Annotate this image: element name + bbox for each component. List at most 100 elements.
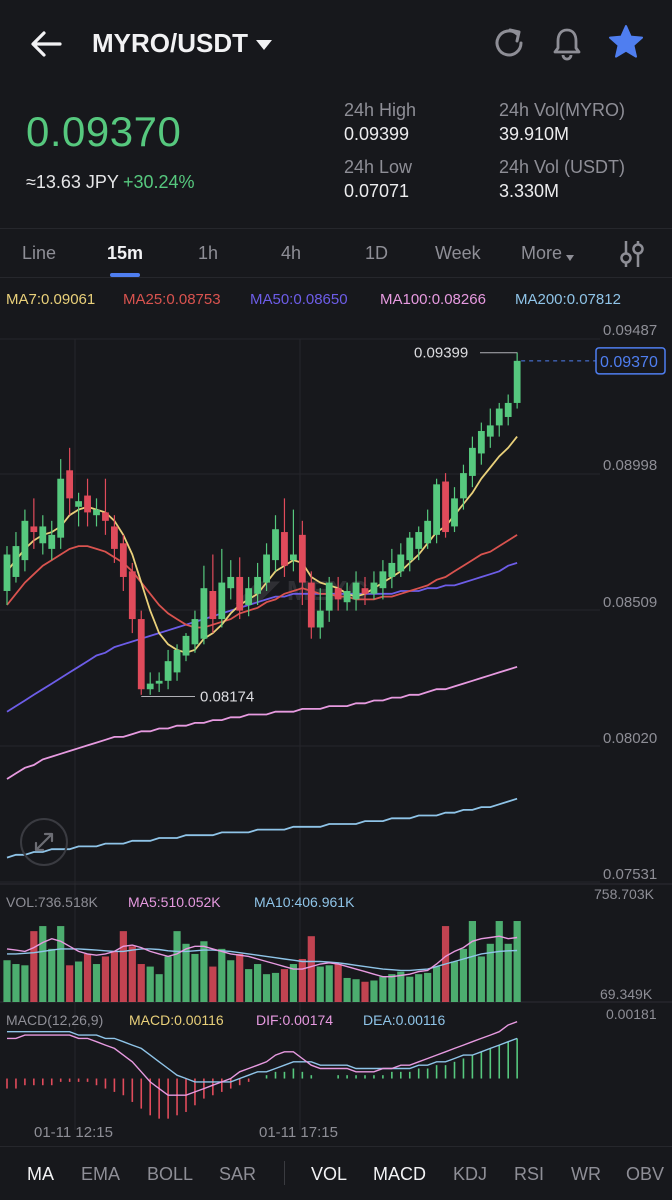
volume-bar (343, 977, 351, 1002)
indicator-tab-boll[interactable]: BOLL (147, 1164, 194, 1184)
pair-selector[interactable]: MYRO/USDT (92, 28, 272, 59)
price-axis: 0.09487 0.08998 0.08509 0.08020 0.07531 (603, 322, 657, 883)
candle-body (102, 512, 109, 521)
candle-body (424, 520, 432, 544)
indicator-tab-ema[interactable]: EMA (81, 1164, 121, 1184)
kline-chart[interactable]: ◢◤ MEXC 0.094870.089980.085090.080200.07… (0, 310, 672, 1146)
volume-bar (236, 953, 244, 1002)
tab-more[interactable]: More (521, 243, 563, 263)
volume-bar (3, 960, 11, 1002)
fiat-equivalent: ≈13.63 JPY +30.24% (26, 172, 195, 193)
tab-15m[interactable]: 15m (107, 243, 144, 263)
tab-line[interactable]: Line (22, 243, 57, 263)
volume-bar (182, 943, 190, 1002)
candle-body (128, 571, 136, 620)
volume-bar (101, 956, 110, 1002)
volume-bar (424, 972, 432, 1002)
candle-body (218, 582, 226, 620)
volume-bar (334, 964, 342, 1002)
caret-down-icon (256, 39, 272, 50)
ma7-legend: MA7:0.09061 (6, 291, 96, 308)
candle-body (84, 495, 91, 513)
price-axis-label: 0.08509 (603, 594, 657, 611)
stat-24h-vol-base-value: 39.910M (499, 124, 570, 144)
candle-body (307, 582, 315, 628)
candle-body (146, 683, 154, 690)
volume-bar (388, 974, 396, 1002)
volume-bar (289, 964, 297, 1002)
back-arrow-icon[interactable] (26, 24, 66, 64)
volume-bar (57, 926, 65, 1002)
ma200-legend: MA200:0.07812 (515, 291, 621, 308)
candle-body (343, 590, 351, 603)
candle-body (182, 635, 190, 656)
timeframe-tabs: Line 15m 1h 4h 1D Week More (0, 228, 672, 278)
pair-title: MYRO/USDT (92, 28, 248, 58)
volume-bar (155, 974, 163, 1002)
volume-bar (75, 961, 83, 1002)
moving-average-lines (6, 436, 518, 859)
volume-bar (209, 966, 217, 1002)
candle-body (21, 520, 29, 561)
time-axis: 01-11 12:15 01-11 17:15 (34, 1124, 338, 1141)
candle-body (486, 425, 494, 437)
candles (3, 352, 521, 695)
candle-body (12, 546, 20, 577)
chart-annotations: 0.09370 0.09399 0.08174 (141, 345, 666, 706)
candle-body (111, 526, 118, 549)
more-caret-icon (566, 255, 574, 261)
volume-bar (406, 976, 414, 1002)
indicator-tab-sar[interactable]: SAR (219, 1164, 257, 1184)
volume-bar (379, 976, 387, 1002)
volume-bar (280, 969, 289, 1002)
tab-1h[interactable]: 1h (198, 243, 219, 263)
price-axis-label: 0.09487 (603, 322, 657, 339)
indicator-tab-macd[interactable]: MACD (373, 1164, 426, 1184)
tab-1d[interactable]: 1D (365, 243, 389, 263)
candle-body (48, 534, 56, 549)
candle-body (272, 529, 279, 561)
volume-bar (66, 965, 74, 1002)
volume-bar (92, 964, 101, 1002)
vol-ma5-legend: MA5:510.052K (128, 894, 221, 910)
stat-24h-high-label: 24h High (344, 100, 417, 120)
volume-bar (298, 958, 306, 1002)
refresh-icon[interactable] (490, 24, 528, 62)
bell-icon[interactable] (548, 24, 586, 62)
favorite-star-icon[interactable] (606, 22, 646, 62)
time-axis-label: 01-11 17:15 (259, 1124, 338, 1141)
candle-body (513, 360, 521, 403)
volume-bar (459, 948, 468, 1002)
candle-body (316, 610, 324, 628)
price-axis-label: 0.08998 (603, 457, 657, 474)
indicator-settings-icon[interactable] (616, 238, 648, 270)
last-price-tag: 0.09370 (600, 354, 658, 371)
volume-bar (164, 956, 172, 1002)
dif-line (7, 1021, 518, 1096)
tab-week[interactable]: Week (435, 243, 481, 263)
indicator-tab-kdj[interactable]: KDJ (453, 1164, 488, 1184)
stat-24h-high-value: 0.09399 (344, 124, 410, 144)
expand-chart-button[interactable] (20, 818, 68, 866)
indicator-tab-wr[interactable]: WR (571, 1164, 601, 1184)
volume-bar (21, 965, 29, 1002)
candle-body (137, 619, 145, 690)
candle-body (191, 619, 199, 645)
volume-bar (30, 931, 38, 1002)
indicator-tab-obv[interactable]: OBV (626, 1164, 665, 1184)
indicator-tab-vol[interactable]: VOL (311, 1164, 348, 1184)
volume-bar (513, 921, 521, 1002)
volume-bar (397, 971, 405, 1002)
stat-24h-vol-quote-label: 24h Vol (USDT) (499, 157, 626, 177)
indicator-tab-rsi[interactable]: RSI (514, 1164, 545, 1184)
indicator-tab-ma[interactable]: MA (27, 1164, 54, 1184)
candle-body (155, 680, 163, 684)
candle-body (451, 498, 458, 527)
volume-ma5-line (6, 935, 518, 978)
tab-4h[interactable]: 4h (281, 243, 302, 263)
fiat-value: ≈13.63 JPY (26, 172, 119, 192)
volume-bar (48, 948, 56, 1002)
candle-body (469, 447, 476, 476)
volume-bar (468, 921, 476, 1002)
volume-bar (200, 941, 208, 1002)
